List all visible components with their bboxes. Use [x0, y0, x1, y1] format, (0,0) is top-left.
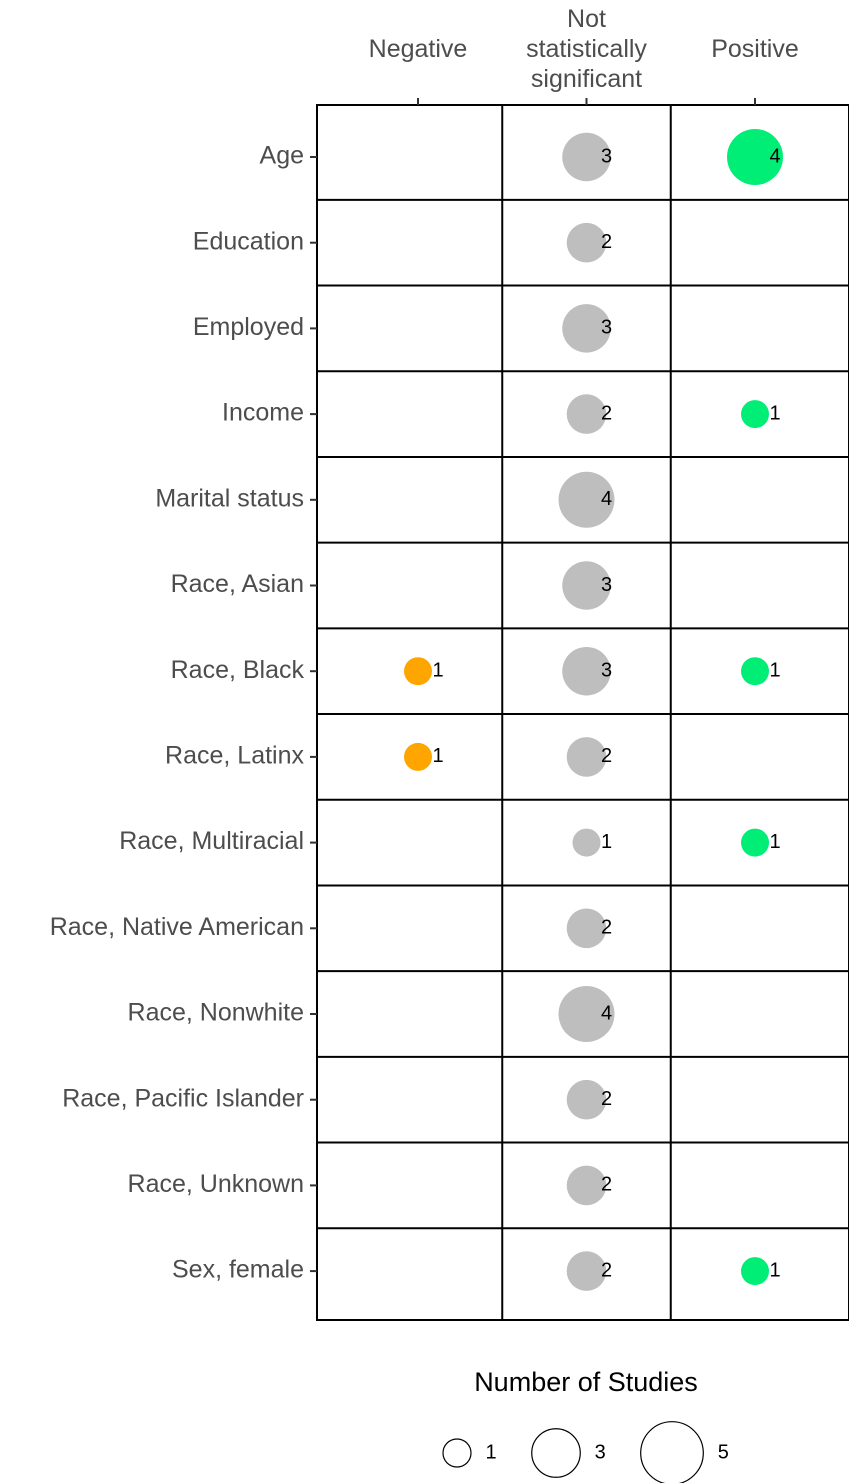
value-label: 4: [769, 145, 780, 167]
bubble: [558, 986, 615, 1042]
value-label: 3: [601, 659, 612, 681]
bubble: [404, 657, 432, 686]
value-label: 2: [601, 917, 612, 939]
bubble: [562, 646, 611, 696]
legend-key: [442, 1438, 472, 1468]
value-label: 1: [769, 402, 780, 424]
legend-label: 5: [718, 1441, 729, 1463]
value-label: 2: [601, 1259, 612, 1281]
bubble: [562, 304, 611, 353]
value-label: 4: [601, 488, 612, 510]
bubble: [404, 742, 432, 771]
bubble: [558, 471, 615, 528]
value-label: 2: [601, 402, 612, 424]
bubble: [566, 394, 607, 434]
y-tick-label: Age: [260, 142, 304, 170]
bubble: [566, 737, 607, 777]
value-label: 1: [432, 745, 443, 767]
y-tick-label: Race, Unknown: [128, 1170, 304, 1198]
bubble: [566, 1251, 607, 1291]
legend-label: 3: [595, 1441, 606, 1463]
bubble: [741, 1257, 769, 1286]
value-label: 1: [769, 659, 780, 681]
value-label: 2: [601, 1088, 612, 1110]
y-tick-label: Race, Latinx: [165, 742, 304, 770]
y-tick-label: Race, Multiracial: [119, 827, 304, 855]
value-label: 1: [769, 1259, 780, 1281]
bubble: [566, 1079, 607, 1120]
legend-key: [531, 1428, 581, 1478]
value-label: 1: [601, 831, 612, 853]
value-label: 3: [601, 574, 612, 596]
value-label: 2: [601, 745, 612, 767]
y-tick-label: Race, Native American: [50, 913, 304, 941]
legend-label: 1: [485, 1441, 496, 1463]
value-label: 1: [769, 831, 780, 853]
value-label: 2: [601, 231, 612, 253]
bubble: [727, 129, 783, 185]
y-tick-label: Race, Pacific Islander: [62, 1084, 304, 1112]
value-label: 2: [601, 1174, 612, 1196]
x-tick-label: Negative: [369, 35, 468, 63]
panel-border: [316, 104, 849, 1321]
bubble: [566, 908, 607, 949]
bubble: [741, 400, 769, 429]
bubble: [741, 828, 769, 857]
y-tick-label: Education: [193, 227, 304, 255]
bubble: [572, 828, 601, 857]
y-tick-label: Employed: [193, 313, 304, 341]
legend-title: Number of Studies: [474, 1367, 698, 1397]
x-tick-label: Positive: [711, 35, 799, 63]
bubble: [562, 132, 611, 182]
y-tick-label: Race, Asian: [171, 570, 304, 598]
value-label: 1: [432, 659, 443, 681]
y-tick-label: Marital status: [155, 484, 304, 512]
value-label: 3: [601, 145, 612, 167]
legend-key: [640, 1421, 704, 1483]
value-label: 4: [601, 1002, 612, 1024]
y-tick-label: Sex, female: [172, 1256, 304, 1284]
y-tick-label: Race, Black: [171, 656, 305, 684]
bubble: [566, 222, 607, 263]
bubble: [562, 561, 611, 610]
x-tick-label: Not statistically significant: [526, 5, 647, 93]
bubble: [741, 657, 769, 686]
bubble: [566, 1165, 607, 1206]
y-tick-label: Race, Nonwhite: [128, 999, 304, 1027]
value-label: 3: [601, 317, 612, 339]
y-tick-label: Income: [222, 399, 304, 427]
